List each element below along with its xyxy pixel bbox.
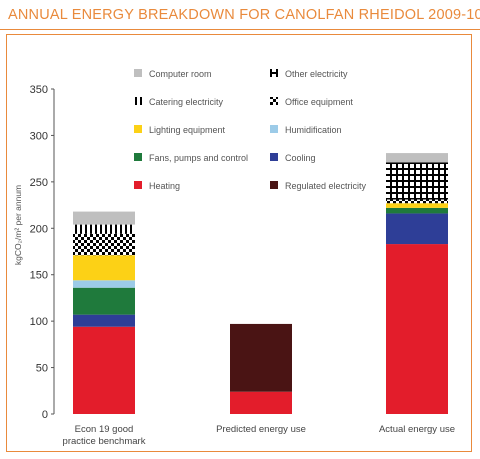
bar-segment-humidification (73, 280, 135, 288)
bar-segment-fans-pumps-and-control (73, 287, 135, 315)
bar-segment-regulated-electricity (230, 323, 292, 392)
chart-frame (6, 34, 472, 452)
bar-segment-lighting-equipment (386, 203, 448, 208)
legend-label-cooling: Cooling (285, 153, 316, 163)
legend-swatch-cooling (270, 153, 278, 161)
legend-swatch-heating (134, 181, 142, 189)
title-rule (0, 29, 480, 30)
legend-swatch-lighting-equipment (134, 125, 142, 133)
legend-label-computer-room: Computer room (149, 69, 212, 79)
y-axis-label: kgCO₂/m² per annum (13, 185, 23, 265)
bar-segment-lighting-equipment (73, 255, 135, 281)
bar-segment-office-equipment (73, 233, 135, 256)
y-tick-label: 100 (30, 316, 48, 328)
legend-label-lighting-equipment: Lighting equipment (149, 125, 226, 135)
bar-segment-cooling (73, 314, 135, 327)
bar-segment-heating (386, 244, 448, 414)
y-tick-label: 50 (36, 363, 48, 375)
legend-swatch-regulated-electricity (270, 181, 278, 189)
y-tick-label: 350 (30, 84, 48, 96)
x-category-label: Econ 19 good (75, 424, 134, 435)
y-tick-label: 0 (42, 409, 48, 421)
x-category-label: Actual energy use (379, 424, 455, 435)
legend-label-regulated-electricity: Regulated electricity (285, 181, 367, 191)
legend-swatch-office-equipment (270, 97, 278, 105)
legend-swatch-humidification (270, 125, 278, 133)
bar-segment-fans-pumps-and-control (386, 207, 448, 214)
bar-segment-other-electricity (386, 162, 448, 200)
bar-segment-heating (73, 326, 135, 414)
legend-label-fans-pumps-and-control: Fans, pumps and control (149, 153, 248, 163)
x-category-label: practice benchmark (63, 436, 146, 447)
bar-segment-computer-room (73, 211, 135, 225)
legend-swatch-computer-room (134, 69, 142, 77)
legend-swatch-other-electricity (270, 69, 278, 77)
legend-label-humidification: Humidification (285, 125, 342, 135)
bar-segment-computer-room (386, 153, 448, 163)
legend-swatch-fans-pumps-and-control (134, 153, 142, 161)
chart-title: ANNUAL ENERGY BREAKDOWN FOR CANOLFAN RHE… (8, 7, 480, 23)
y-tick-label: 300 (30, 130, 48, 142)
bar-segment-catering-electricity (73, 224, 135, 234)
y-tick-label: 200 (30, 223, 48, 235)
bar-segment-heating (230, 391, 292, 414)
legend-swatch-catering-electricity (134, 97, 142, 105)
legend-label-catering-electricity: Catering electricity (149, 97, 224, 107)
legend-label-heating: Heating (149, 181, 180, 191)
legend-label-other-electricity: Other electricity (285, 69, 348, 79)
y-tick-label: 150 (30, 270, 48, 282)
x-category-label: Predicted energy use (216, 424, 306, 435)
bar-segment-cooling (386, 213, 448, 245)
bar-segment-office-equipment (386, 199, 448, 204)
legend-label-office-equipment: Office equipment (285, 97, 353, 107)
y-tick-label: 250 (30, 177, 48, 189)
